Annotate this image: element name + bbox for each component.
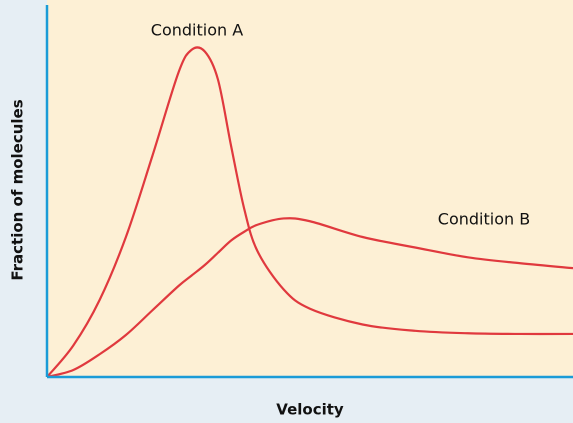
y-axis-label: Fraction of molecules [9, 99, 27, 280]
line-series [46, 46, 573, 378]
line-series [46, 217, 573, 379]
series-label: Condition B [438, 210, 530, 229]
series-label: Condition A [151, 21, 243, 40]
plot-area [47, 0, 573, 377]
x-axis-label: Velocity [276, 401, 344, 419]
